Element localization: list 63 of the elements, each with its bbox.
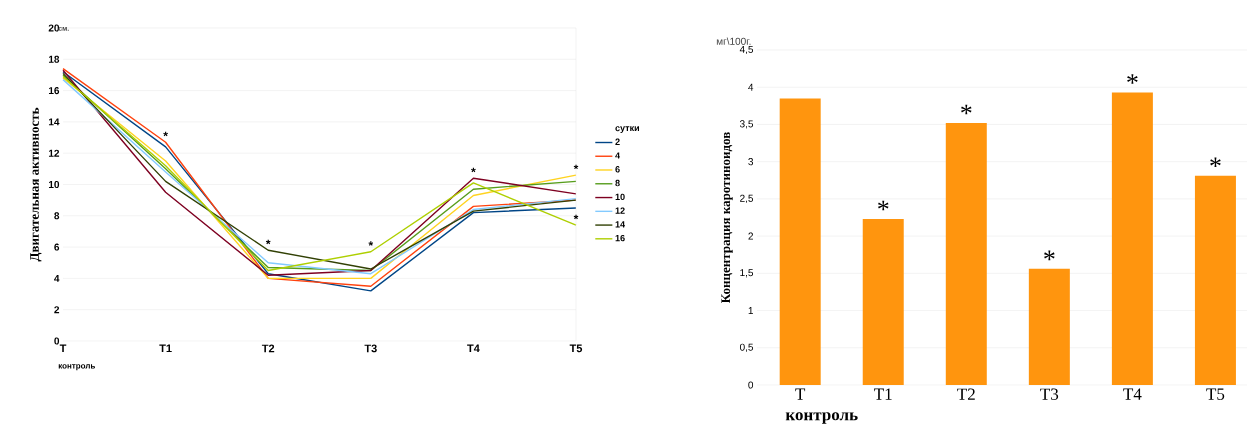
annotation: * — [265, 239, 271, 245]
y-tick-label: 10 — [48, 180, 60, 189]
legend-label: 8 — [615, 179, 620, 187]
x-tick-label: T3 — [364, 344, 377, 353]
legend-label: 6 — [615, 166, 620, 173]
y-tick-label: 0 — [54, 337, 60, 345]
y-tick-label: 6 — [54, 243, 60, 251]
annotation: * — [471, 167, 476, 173]
bar — [862, 218, 904, 385]
annotation: * — [1044, 250, 1055, 261]
legend-label: 14 — [615, 221, 626, 228]
text: контроль — [58, 364, 95, 371]
y-tick-label: 3 — [748, 158, 754, 166]
y-tick-label: 4 — [54, 274, 60, 282]
y-tick-label: 1,5 — [740, 269, 754, 278]
y-tick-label: 16 — [48, 87, 60, 95]
bar — [1111, 92, 1153, 385]
bar — [1028, 268, 1070, 385]
y-tick-label: 0,5 — [739, 343, 754, 352]
annotation: * — [1127, 74, 1138, 84]
x-tick-label: T4 — [1123, 388, 1142, 400]
x-tick-label: T — [59, 344, 67, 353]
x-tick-label: T — [795, 388, 806, 400]
annotation: * — [573, 214, 579, 220]
text: мг\100г. — [716, 37, 751, 45]
bar — [1194, 175, 1236, 385]
y-tick-label: 1 — [748, 307, 753, 314]
legend-title: сутки — [615, 126, 639, 133]
x-tick-label: T4 — [467, 344, 480, 353]
y-tick-label: 8 — [54, 212, 60, 220]
y-tick-label: 12 — [48, 149, 60, 157]
legend-label: 2 — [615, 138, 620, 145]
annotation: * — [878, 200, 889, 211]
legend-label: 16 — [615, 234, 625, 242]
annotation: * — [1210, 157, 1221, 168]
x-tick-label: T1 — [874, 388, 892, 400]
x-tick-label: T2 — [957, 388, 975, 400]
annotation: * — [163, 131, 168, 137]
y-tick-label: 14 — [48, 118, 60, 126]
x-tick-label: T2 — [261, 344, 275, 353]
legend-label: 4 — [615, 152, 621, 159]
x-tick-label: T5 — [1206, 388, 1225, 400]
y-tick-label: 3,5 — [739, 120, 754, 129]
y-tick-label: 4 — [748, 83, 754, 91]
y-tick-label: 18 — [48, 55, 60, 63]
y-tick-label: 0 — [748, 381, 754, 389]
annotation: * — [961, 104, 972, 115]
y-tick-label: 2,5 — [740, 194, 754, 204]
bar — [945, 122, 987, 385]
bar — [779, 98, 821, 385]
x-tick-label: T1 — [159, 344, 172, 353]
legend-label: 12 — [615, 207, 625, 214]
x-tick-label: T3 — [1040, 388, 1059, 400]
legend-label: 10 — [615, 193, 625, 201]
y-axis-title: Двигательная активность — [30, 107, 42, 262]
y-tick-label: 2 — [54, 306, 60, 314]
text: контроль — [785, 412, 858, 424]
x-tick-label: T5 — [569, 344, 583, 353]
y-axis-title: Концентрация каротиноидов — [721, 132, 733, 304]
y-tick-label: 2 — [748, 232, 753, 240]
annotation: * — [368, 241, 374, 246]
annotation: * — [573, 164, 579, 170]
y-tick-label: 4,5 — [739, 45, 754, 55]
